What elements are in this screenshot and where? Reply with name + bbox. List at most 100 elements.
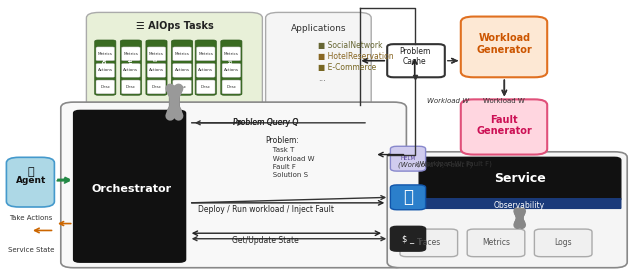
Text: Metrics: Metrics [98, 52, 113, 56]
FancyBboxPatch shape [86, 12, 262, 110]
Text: (Workload W, Fault F): (Workload W, Fault F) [417, 161, 492, 168]
Text: HELM: HELM [400, 156, 415, 161]
Text: Take Actions: Take Actions [9, 215, 52, 221]
Text: Service State: Service State [8, 247, 54, 253]
FancyBboxPatch shape [419, 157, 621, 201]
FancyBboxPatch shape [147, 47, 166, 61]
FancyBboxPatch shape [120, 40, 141, 95]
Text: RCA: RCA [180, 46, 184, 57]
FancyBboxPatch shape [222, 63, 241, 77]
FancyBboxPatch shape [173, 63, 191, 77]
Text: Applications: Applications [291, 25, 346, 33]
FancyBboxPatch shape [6, 157, 54, 207]
Text: Service: Service [494, 171, 545, 185]
FancyBboxPatch shape [221, 40, 242, 95]
Text: Agent: Agent [15, 176, 46, 185]
Text: Workload W: Workload W [427, 98, 469, 104]
Text: Metrics: Metrics [224, 52, 239, 56]
Text: ⎈: ⎈ [403, 188, 413, 206]
FancyBboxPatch shape [266, 12, 371, 110]
Text: Problem Query Q: Problem Query Q [233, 118, 298, 127]
FancyBboxPatch shape [147, 63, 166, 77]
Text: ☰ AlOps Tasks: ☰ AlOps Tasks [136, 21, 213, 31]
FancyBboxPatch shape [461, 17, 547, 77]
Text: Actions: Actions [198, 68, 213, 72]
FancyBboxPatch shape [74, 110, 186, 262]
FancyBboxPatch shape [390, 226, 426, 251]
Text: Desc: Desc [177, 85, 187, 89]
Text: Actions: Actions [124, 68, 138, 72]
FancyBboxPatch shape [122, 80, 140, 94]
Text: Latency: Latency [129, 46, 133, 67]
Text: Workload W: Workload W [266, 156, 314, 162]
FancyBboxPatch shape [419, 199, 621, 208]
Text: ■ E-Commerce: ■ E-Commerce [319, 63, 377, 72]
Text: ...: ... [204, 46, 208, 51]
FancyBboxPatch shape [222, 47, 241, 61]
Text: Actions: Actions [149, 68, 164, 72]
Text: Observability: Observability [494, 201, 545, 209]
Text: Mitigate: Mitigate [229, 46, 234, 69]
Text: Workload
Generator: Workload Generator [476, 33, 532, 55]
Text: Actions: Actions [224, 68, 239, 72]
Text: $ _: $ _ [401, 234, 414, 243]
FancyBboxPatch shape [173, 80, 191, 94]
FancyBboxPatch shape [461, 99, 547, 155]
Text: Fault F: Fault F [266, 164, 296, 170]
FancyBboxPatch shape [387, 152, 627, 268]
Text: 🤖: 🤖 [28, 168, 34, 177]
Text: Task T: Task T [266, 147, 294, 153]
FancyBboxPatch shape [173, 47, 191, 61]
FancyBboxPatch shape [196, 80, 215, 94]
FancyBboxPatch shape [147, 80, 166, 94]
FancyBboxPatch shape [195, 40, 216, 95]
Text: (Workload W, Fault F): (Workload W, Fault F) [397, 161, 473, 168]
Text: Metrics: Metrics [482, 238, 510, 247]
FancyBboxPatch shape [122, 63, 140, 77]
Text: Traces: Traces [417, 238, 441, 247]
Text: ■ HotelReservation: ■ HotelReservation [319, 52, 394, 61]
Text: Desc.: Desc. [154, 46, 159, 60]
FancyBboxPatch shape [61, 102, 406, 268]
FancyBboxPatch shape [534, 229, 592, 257]
Text: Actions: Actions [175, 68, 189, 72]
Text: Metrics: Metrics [175, 52, 189, 56]
FancyBboxPatch shape [96, 47, 115, 61]
Text: Desc: Desc [100, 85, 110, 89]
Text: Problem Query Q: Problem Query Q [233, 118, 298, 127]
FancyBboxPatch shape [95, 40, 116, 95]
Text: Get/Update State: Get/Update State [232, 236, 299, 245]
FancyBboxPatch shape [96, 63, 115, 77]
FancyBboxPatch shape [222, 80, 241, 94]
FancyBboxPatch shape [387, 44, 445, 77]
FancyBboxPatch shape [172, 40, 193, 95]
Text: Desc: Desc [201, 85, 211, 89]
Text: Problem:: Problem: [266, 136, 300, 145]
Text: Desc: Desc [152, 85, 161, 89]
Text: Logs: Logs [554, 238, 572, 247]
Text: Solution S: Solution S [266, 172, 308, 178]
FancyBboxPatch shape [96, 80, 115, 94]
FancyBboxPatch shape [400, 229, 458, 257]
FancyBboxPatch shape [146, 40, 167, 95]
Text: Metrics: Metrics [124, 52, 138, 56]
FancyBboxPatch shape [122, 47, 140, 61]
Text: Fault
Generator: Fault Generator [476, 115, 532, 136]
FancyBboxPatch shape [467, 229, 525, 257]
Text: Workload W: Workload W [483, 98, 525, 104]
Text: ...: ... [319, 74, 326, 83]
Text: Problem
Cache: Problem Cache [399, 47, 431, 66]
FancyBboxPatch shape [390, 185, 426, 210]
Text: Metrics: Metrics [198, 52, 213, 56]
Text: Desc: Desc [227, 85, 236, 89]
FancyBboxPatch shape [196, 63, 215, 77]
FancyBboxPatch shape [196, 47, 215, 61]
Text: Desc: Desc [126, 85, 136, 89]
Text: Orchestrator: Orchestrator [91, 184, 172, 194]
Text: Metrics: Metrics [149, 52, 164, 56]
Text: Actions: Actions [98, 68, 113, 72]
FancyBboxPatch shape [390, 146, 426, 171]
Text: Deploy / Run workload / Inject Fault: Deploy / Run workload / Inject Fault [198, 205, 333, 214]
Text: ■ SocialNetwork: ■ SocialNetwork [319, 41, 383, 50]
Text: Detect: Detect [103, 46, 108, 64]
